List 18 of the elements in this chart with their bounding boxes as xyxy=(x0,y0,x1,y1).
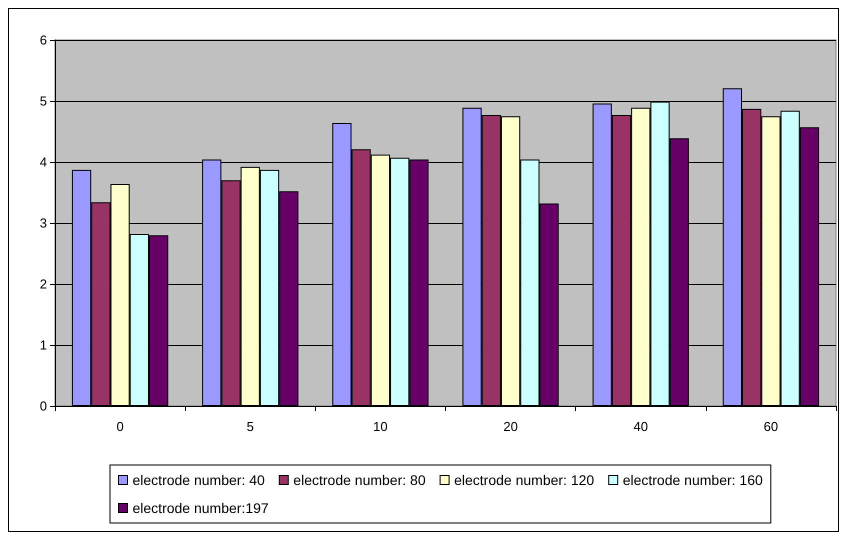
x-tick-label: 5 xyxy=(246,419,254,434)
y-tick-label: 3 xyxy=(40,216,47,230)
y-tick-label: 6 xyxy=(40,32,47,48)
legend-label: electrode number: 120 xyxy=(454,472,594,488)
x-tick-label: 10 xyxy=(373,419,388,434)
legend-label: electrode number: 160 xyxy=(622,472,763,488)
x-tick-label: 60 xyxy=(764,419,778,434)
x-tick-label: 0 xyxy=(116,419,124,434)
y-tick-label: 2 xyxy=(40,276,47,292)
y-tick-label: 4 xyxy=(40,154,47,170)
x-tick-label: 40 xyxy=(634,419,648,434)
x-tick-label: 20 xyxy=(503,419,518,434)
legend-label: electrode number: 80 xyxy=(293,472,426,488)
y-tick-label: 5 xyxy=(40,94,47,108)
y-tick-label: 1 xyxy=(40,338,47,352)
legend-label: electrode number: 40 xyxy=(132,472,266,488)
y-tick-label: 0 xyxy=(40,398,47,414)
legend-label: electrode number:197 xyxy=(132,500,269,516)
